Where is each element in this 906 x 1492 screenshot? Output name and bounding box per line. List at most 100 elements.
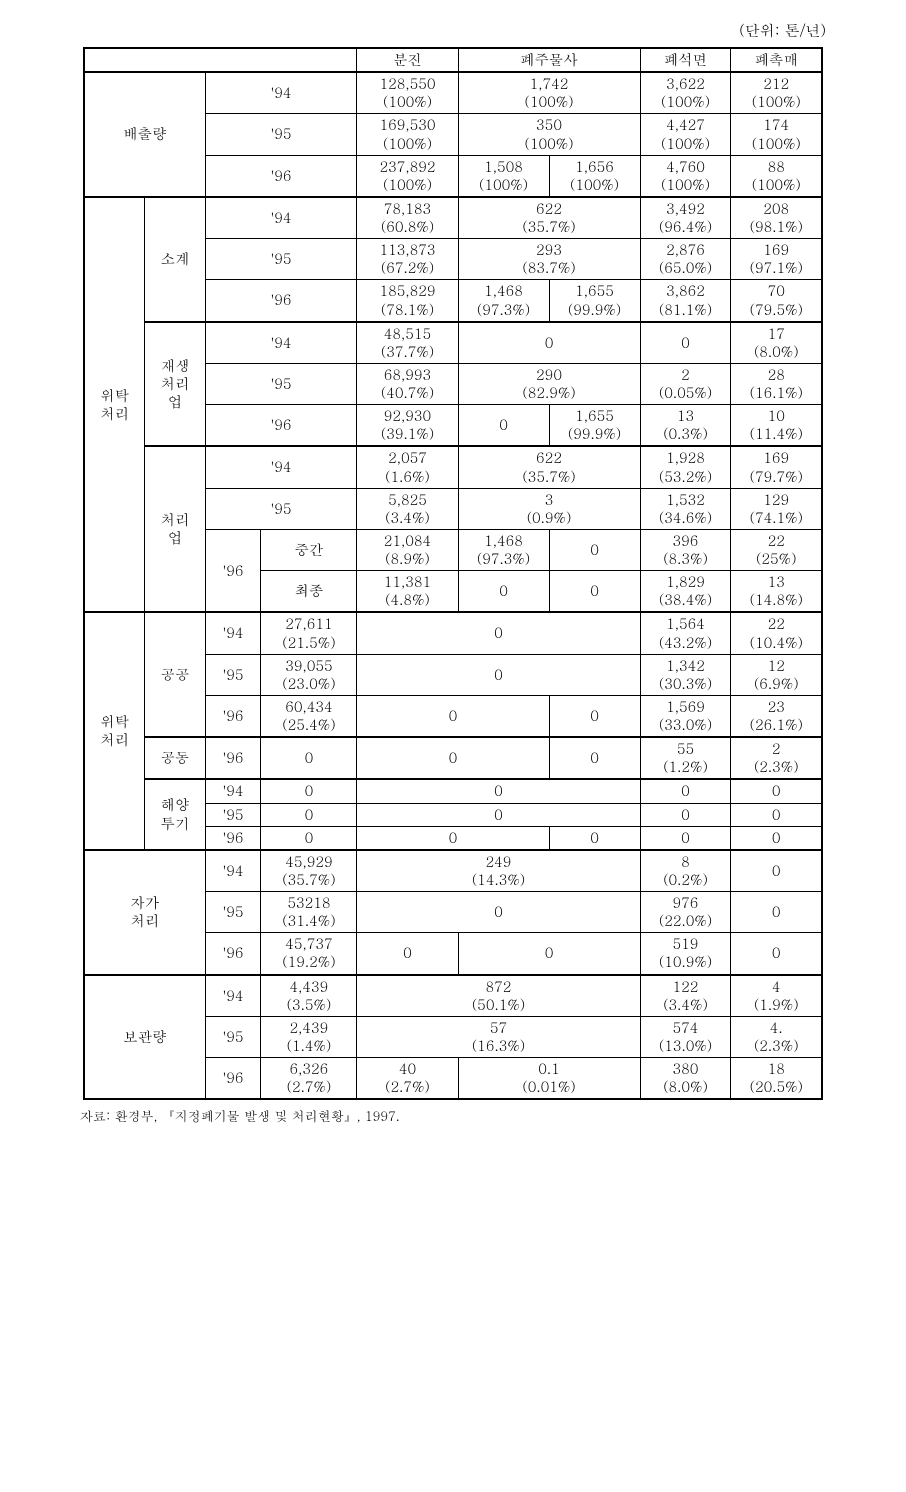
year-96: '96: [205, 933, 261, 975]
cell: 1,655(99.9%): [549, 280, 640, 322]
cell: 169,530(100%): [357, 114, 458, 155]
cell: 0: [549, 529, 640, 570]
cell: 1,532(34.6%): [640, 488, 731, 529]
cell: 3,622(100%): [640, 72, 731, 114]
row-intermediate: 중간: [261, 529, 357, 570]
cell: 0: [731, 803, 822, 826]
year-95: '95: [205, 363, 357, 404]
cell: 0: [357, 892, 640, 933]
cell: 1,564(43.2%): [640, 612, 731, 654]
cell: 0: [357, 779, 640, 803]
cell: 0: [731, 826, 822, 850]
cell: 0.1(0.01%): [458, 1058, 640, 1100]
year-94: '94: [205, 975, 261, 1017]
row-treatment: 처리업: [145, 446, 206, 612]
cell: 1,742(100%): [458, 72, 640, 114]
year-96: '96: [205, 1058, 261, 1100]
row-joint: 공동: [145, 737, 206, 779]
cell: 212(100%): [731, 72, 822, 114]
year-94: '94: [205, 72, 357, 114]
cell: 0: [731, 933, 822, 975]
cell: 519(10.9%): [640, 933, 731, 975]
cell: 2(0.05%): [640, 363, 731, 404]
cell: 0: [357, 933, 458, 975]
cell: 60,434(25.4%): [261, 695, 357, 737]
row-self: 자가처리: [84, 850, 205, 975]
cell: 0: [261, 779, 357, 803]
row-final: 최종: [261, 571, 357, 613]
cell: 27,611(21.5%): [261, 612, 357, 654]
cell: 574(13.0%): [640, 1016, 731, 1057]
cell: 2(2.3%): [731, 737, 822, 779]
cell: 350(100%): [458, 114, 640, 155]
cell: 4,439(3.5%): [261, 975, 357, 1017]
year-95: '95: [205, 488, 357, 529]
cell: 10(11.4%): [731, 405, 822, 447]
year-94: '94: [205, 322, 357, 364]
cell: 2,057(1.6%): [357, 446, 458, 488]
cell: 169(79.7%): [731, 446, 822, 488]
cell: 23(26.1%): [731, 695, 822, 737]
year-95: '95: [205, 239, 357, 280]
col-sand: 폐주물사: [458, 48, 640, 72]
cell: 22(25%): [731, 529, 822, 570]
cell: 8(0.2%): [640, 850, 731, 892]
cell: 1,342(30.3%): [640, 654, 731, 695]
cell: 1,656(100%): [549, 155, 640, 197]
year-94: '94: [205, 197, 357, 239]
cell: 78,183(60.8%): [357, 197, 458, 239]
cell: 40(2.7%): [357, 1058, 458, 1100]
cell: 68,993(40.7%): [357, 363, 458, 404]
cell: 0: [549, 826, 640, 850]
cell: 2,439(1.4%): [261, 1016, 357, 1057]
cell: 48,515(37.7%): [357, 322, 458, 364]
cell: 1,569(33.0%): [640, 695, 731, 737]
cell: 0: [357, 654, 640, 695]
cell: 622(35.7%): [458, 446, 640, 488]
year-96: '96: [205, 737, 261, 779]
cell: 3,492(96.4%): [640, 197, 731, 239]
year-94: '94: [205, 446, 357, 488]
cell: 0: [549, 571, 640, 613]
year-96: '96: [205, 155, 357, 197]
blank-header: [84, 48, 357, 72]
row-subtotal: 소계: [145, 197, 206, 322]
cell: 1,468(97.3%): [458, 529, 549, 570]
cell: 4,760(100%): [640, 155, 731, 197]
cell: 0: [458, 405, 549, 447]
year-94: '94: [205, 612, 261, 654]
year-95: '95: [205, 803, 261, 826]
year-96: '96: [205, 280, 357, 322]
year-95: '95: [205, 1016, 261, 1057]
year-96: '96: [205, 695, 261, 737]
cell: 28(16.1%): [731, 363, 822, 404]
cell: 12(6.9%): [731, 654, 822, 695]
row-recycle: 재생처리업: [145, 322, 206, 447]
cell: 13(14.8%): [731, 571, 822, 613]
cell: 4.(2.3%): [731, 1016, 822, 1057]
cell: 0: [458, 322, 640, 364]
col-catalyst: 폐촉매: [731, 48, 822, 72]
cell: 11,381(4.8%): [357, 571, 458, 613]
cell: 45,929(35.7%): [261, 850, 357, 892]
cell: 0: [640, 826, 731, 850]
cell: 872(50.1%): [357, 975, 640, 1017]
cell: 88(100%): [731, 155, 822, 197]
row-consign1: 위탁처리: [84, 197, 145, 613]
cell: 70(79.5%): [731, 280, 822, 322]
cell: 0: [640, 322, 731, 364]
year-96: '96: [205, 405, 357, 447]
col-dust: 분진: [357, 48, 458, 72]
cell: 6,326(2.7%): [261, 1058, 357, 1100]
cell: 174(100%): [731, 114, 822, 155]
year-96: '96: [205, 826, 261, 850]
source-footnote: 자료: 환경부, 『지정폐기물 발생 및 처리현황』, 1997.: [20, 1106, 886, 1125]
cell: 0: [549, 737, 640, 779]
cell: 0: [261, 826, 357, 850]
cell: 17(8.0%): [731, 322, 822, 364]
cell: 1,468(97.3%): [458, 280, 549, 322]
cell: 0: [357, 737, 549, 779]
cell: 129(74.1%): [731, 488, 822, 529]
cell: 237,892(100%): [357, 155, 458, 197]
cell: 1,829(38.4%): [640, 571, 731, 613]
